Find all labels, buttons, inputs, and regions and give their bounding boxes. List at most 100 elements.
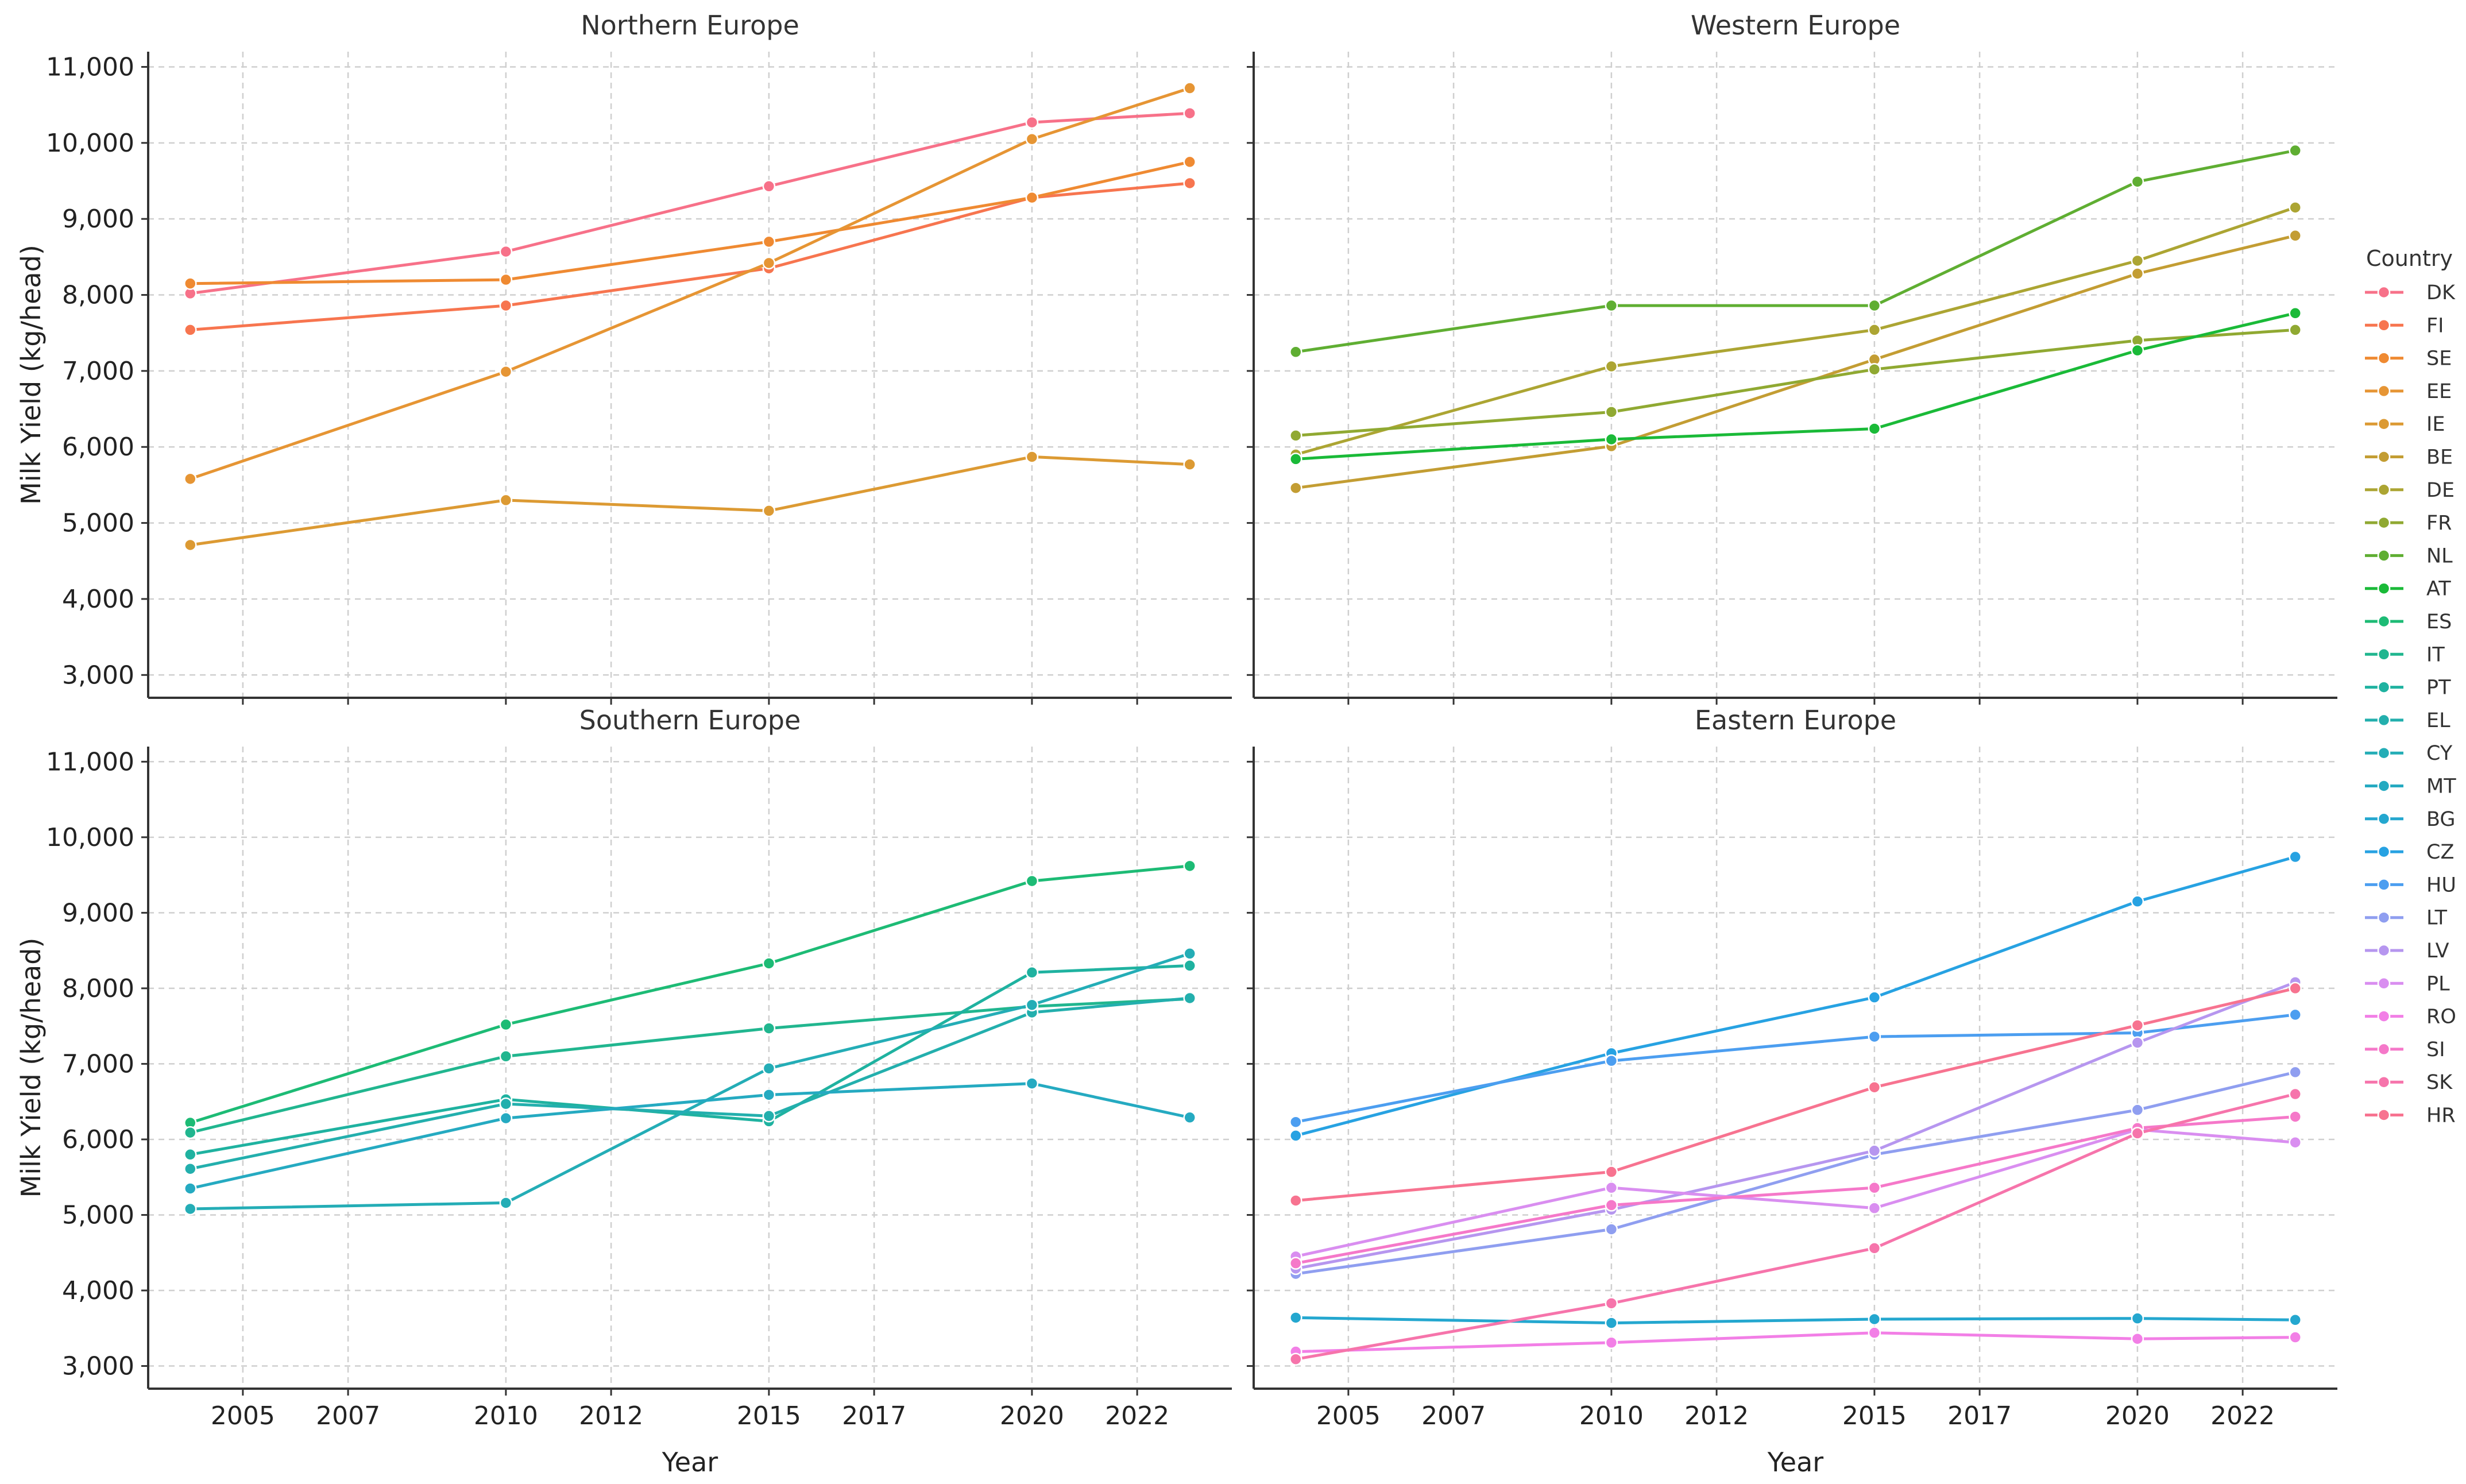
data-point-ie xyxy=(762,504,776,517)
x-tick-label: 2015 xyxy=(1842,1401,1907,1431)
data-point-ee xyxy=(762,256,776,270)
legend: Country DK FI SE EE IE BE DE FR NL AT ES IT PT EL CY MT B… xyxy=(2365,246,2456,1127)
y-tick-label: 6,000 xyxy=(62,432,134,462)
y-tick-label: 5,000 xyxy=(62,509,134,538)
data-point-dk xyxy=(499,245,513,258)
data-point-ee xyxy=(1183,82,1196,95)
data-point-es xyxy=(1183,859,1196,873)
legend-marker-pt xyxy=(2377,681,2391,694)
data-point-fi xyxy=(1183,176,1196,190)
data-point-bg xyxy=(1868,1312,1881,1326)
data-point-nl xyxy=(2131,175,2144,188)
data-point-sk xyxy=(1289,1352,1302,1366)
y-tick-label: 3,000 xyxy=(62,660,134,690)
data-point-at xyxy=(1605,432,1618,446)
data-point-bg xyxy=(1289,1311,1302,1324)
panel-title: Southern Europe xyxy=(579,705,801,736)
data-point-es xyxy=(1025,874,1039,888)
data-point-fi xyxy=(499,299,513,312)
series-line-hu xyxy=(1295,1013,2295,1124)
panel-title: Western Europe xyxy=(1691,10,1900,41)
y-tick-label: 10,000 xyxy=(46,823,134,852)
legend-marker-at xyxy=(2377,582,2391,595)
legend-marker-si xyxy=(2377,1042,2391,1056)
data-point-fi xyxy=(184,323,197,337)
data-point-se xyxy=(1025,191,1039,204)
legend-label-dk: DK xyxy=(2426,281,2456,304)
data-point-lt xyxy=(2289,1065,2302,1079)
x-tick-label: 2017 xyxy=(842,1401,906,1431)
data-point-cz xyxy=(2289,850,2302,864)
series-line-ie xyxy=(190,455,1190,547)
x-axis-title: Year xyxy=(662,1447,718,1478)
data-point-de xyxy=(2289,201,2302,214)
data-point-si xyxy=(1868,1181,1881,1195)
legend-marker-hu xyxy=(2377,878,2391,891)
legend-marker-pl xyxy=(2377,977,2391,990)
data-point-ro xyxy=(2289,1331,2302,1344)
data-point-pl xyxy=(1605,1181,1618,1195)
series-line-cy xyxy=(190,952,1191,1211)
data-point-sk xyxy=(2289,1087,2302,1101)
data-point-sk xyxy=(2131,1127,2144,1140)
data-point-ie xyxy=(184,538,197,552)
y-axis-title: Milk Yield (kg/head) xyxy=(16,245,47,505)
x-tick-label: 2012 xyxy=(1684,1401,1749,1431)
legend-marker-fi xyxy=(2377,319,2391,332)
y-tick-label: 3,000 xyxy=(62,1352,134,1381)
legend-label-sk: SK xyxy=(2426,1071,2453,1094)
data-point-nl xyxy=(1289,345,1302,359)
data-point-ro xyxy=(2131,1332,2144,1346)
legend-marker-ro xyxy=(2377,1010,2391,1023)
x-tick-label: 2017 xyxy=(1947,1401,2012,1431)
data-point-si xyxy=(1289,1257,1302,1270)
y-tick-label: 6,000 xyxy=(62,1125,134,1154)
legend-marker-sk xyxy=(2377,1075,2391,1089)
data-point-hu xyxy=(1289,1115,1302,1129)
y-tick-label: 7,000 xyxy=(62,357,134,386)
data-point-es xyxy=(762,957,776,970)
data-point-lv xyxy=(1868,1144,1881,1157)
y-tick-label: 8,000 xyxy=(62,974,134,1003)
data-point-cy xyxy=(499,1196,513,1209)
legend-marker-de xyxy=(2377,483,2391,497)
x-tick-label: 2020 xyxy=(1000,1401,1064,1431)
data-point-bg xyxy=(2131,1312,2144,1325)
x-axis-title: Year xyxy=(1767,1447,1823,1478)
data-point-mt xyxy=(184,1182,197,1195)
y-tick-label: 5,000 xyxy=(62,1200,134,1230)
data-point-ee xyxy=(184,472,197,486)
legend-marker-lt xyxy=(2377,911,2391,924)
data-point-ie xyxy=(1025,450,1039,463)
series-line-pt xyxy=(190,964,1190,1156)
data-point-el xyxy=(184,1162,197,1176)
data-point-nl xyxy=(1868,299,1881,312)
series-line-mt xyxy=(190,1082,1191,1190)
series-line-ro xyxy=(1296,1331,2295,1354)
data-point-se xyxy=(762,235,776,249)
data-point-pl xyxy=(2289,1135,2302,1149)
data-point-lt xyxy=(2131,1103,2144,1116)
y-axis-title: Milk Yield (kg/head) xyxy=(16,938,47,1198)
data-point-hr xyxy=(1289,1194,1302,1207)
legend-label-es: ES xyxy=(2426,610,2452,633)
legend-label-ee: EE xyxy=(2426,380,2452,403)
y-tick-label: 9,000 xyxy=(62,204,134,234)
data-point-de xyxy=(1605,360,1618,373)
legend-label-fi: FI xyxy=(2426,314,2444,337)
data-point-hr xyxy=(1605,1165,1618,1178)
data-point-ie xyxy=(1183,458,1196,471)
data-point-mt xyxy=(1183,1111,1196,1124)
data-point-lt xyxy=(1605,1223,1618,1236)
data-point-pt xyxy=(184,1148,197,1161)
legend-marker-lv xyxy=(2377,944,2391,957)
data-point-pt xyxy=(1183,959,1196,972)
data-point-lv xyxy=(2131,1036,2144,1049)
x-tick-label: 2012 xyxy=(579,1401,643,1431)
data-point-be xyxy=(1289,481,1302,494)
legend-label-fr: FR xyxy=(2426,512,2452,535)
data-point-bg xyxy=(2289,1313,2302,1327)
series-line-nl xyxy=(1295,149,2296,354)
x-tick-label: 2007 xyxy=(1421,1401,1486,1431)
legend-label-be: BE xyxy=(2426,446,2453,469)
